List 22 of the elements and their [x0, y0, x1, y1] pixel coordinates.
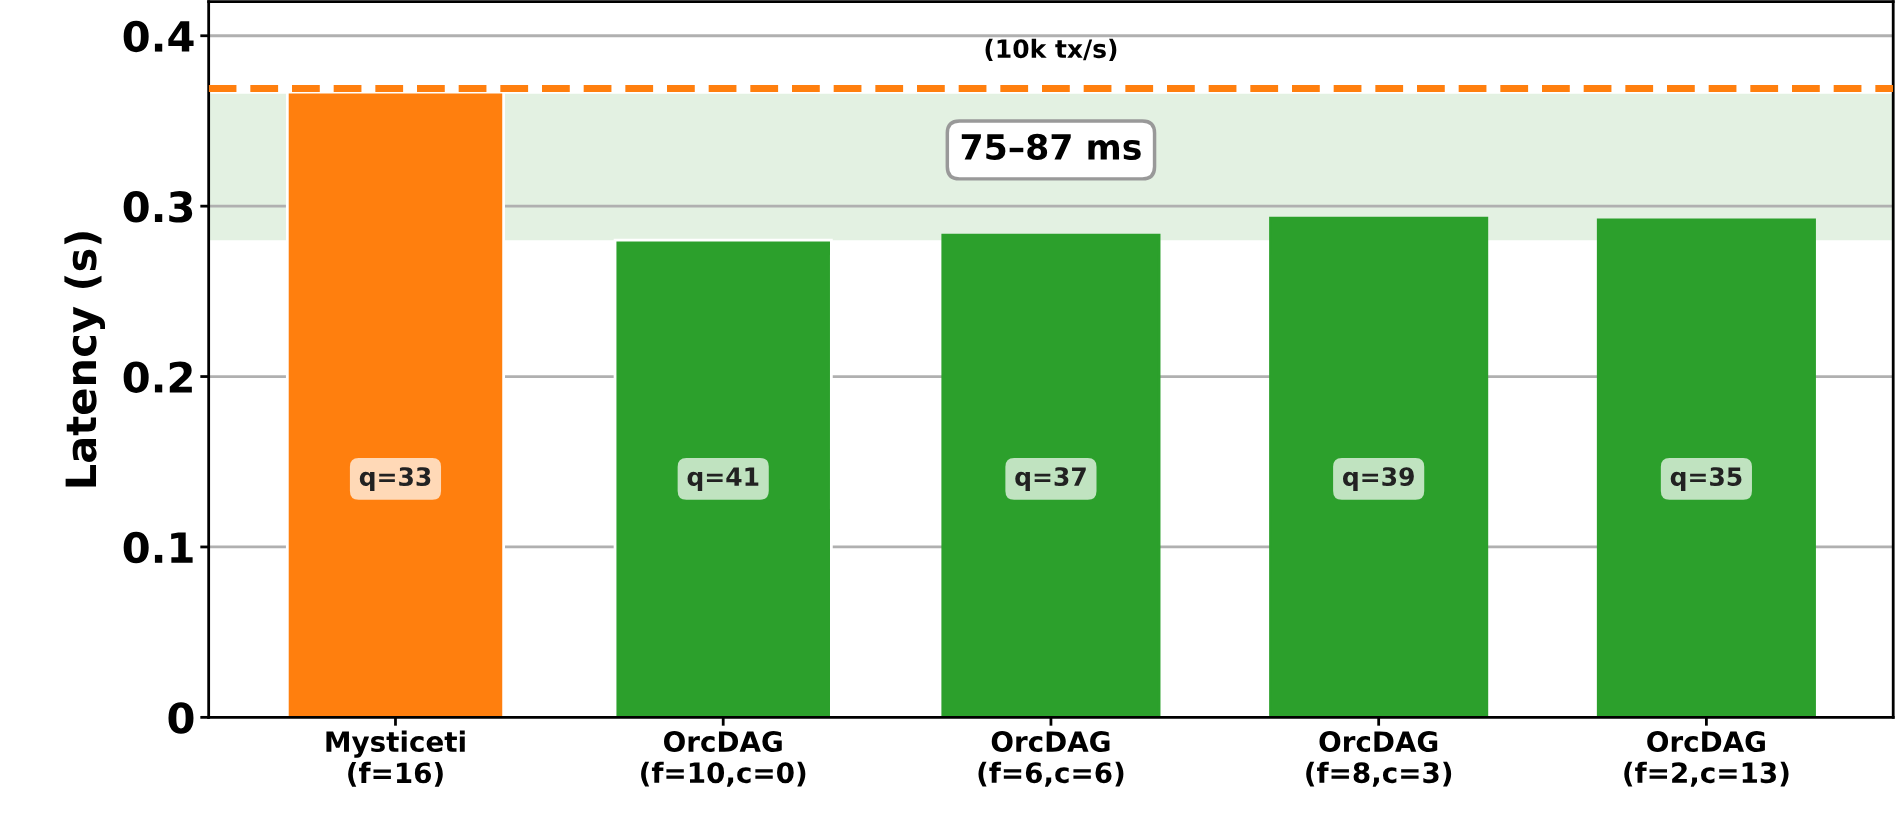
- bar: [1269, 216, 1489, 718]
- y-tick-label: 0.4: [123, 20, 194, 53]
- x-tick-label: Mysticeti (f=16): [326, 730, 465, 787]
- bar: [1596, 218, 1816, 718]
- ref-line-label: (10k tx/s): [985, 38, 1117, 62]
- y-tick-label: 0.1: [123, 531, 193, 564]
- bar: [613, 238, 833, 718]
- annotation: q=41: [687, 467, 759, 491]
- y-tick-label: 0.2: [123, 361, 192, 393]
- annotation: q=33: [359, 467, 431, 491]
- bar: [941, 233, 1161, 718]
- x-tick-label: OrcDAG (f=2,c=13): [1624, 731, 1789, 787]
- band-label: 75–87 ms: [961, 133, 1141, 160]
- annotation: q=35: [1670, 467, 1742, 491]
- x-tick-label: OrcDAG (f=6,c=6): [978, 731, 1124, 787]
- y-axis-title: Latency (s): [64, 232, 105, 487]
- y-tick-label: 0.3: [123, 191, 193, 223]
- y-tick-label: 0: [168, 702, 194, 734]
- annotation: q=37: [1015, 467, 1086, 491]
- x-tick-label: OrcDAG (f=10,c=0): [641, 731, 806, 787]
- annotation: q=39: [1342, 467, 1414, 491]
- x-tick-label: OrcDAG (f=8,c=3): [1306, 731, 1452, 787]
